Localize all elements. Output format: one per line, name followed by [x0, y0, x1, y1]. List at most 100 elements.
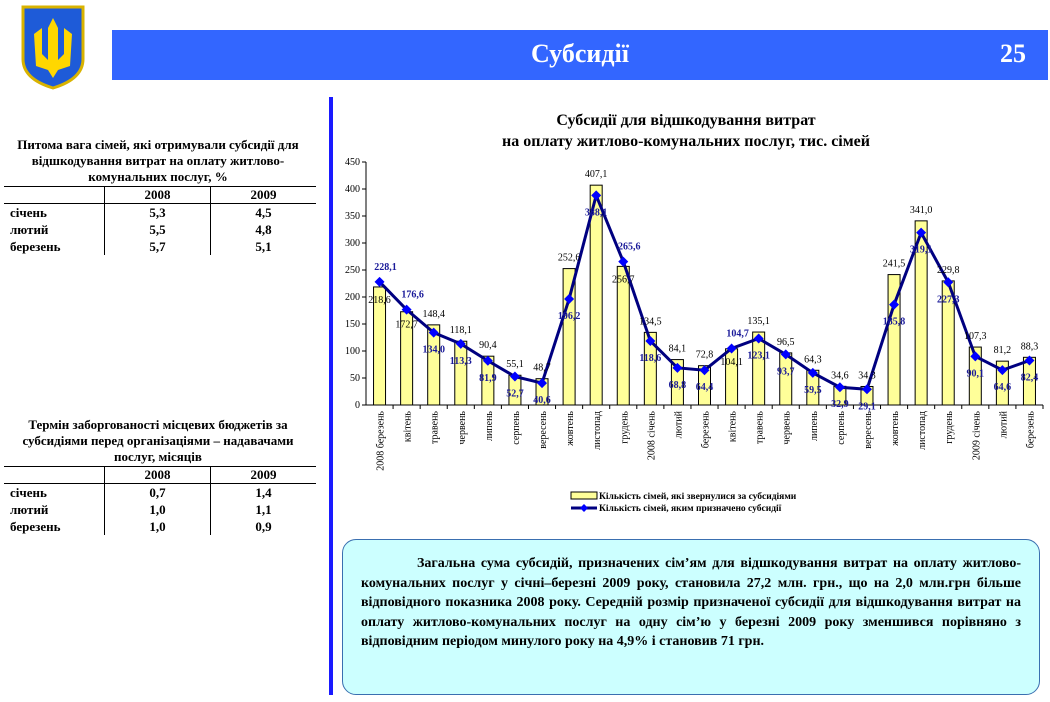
- cell-value: 4,8: [210, 221, 316, 238]
- x-tick-label: жовтень: [890, 411, 901, 447]
- line-marker: [455, 338, 466, 349]
- line-data-label: 185,8: [883, 317, 906, 328]
- line-marker: [618, 256, 629, 267]
- line-data-label: 90,1: [967, 368, 985, 379]
- cell-value: 4,5: [210, 203, 316, 221]
- y-tick-label: 50: [350, 373, 360, 384]
- bar-data-label: 172,7: [395, 320, 418, 331]
- bar: [454, 340, 468, 406]
- cell-value: 0,9: [210, 518, 316, 535]
- line-data-label: 93,7: [777, 366, 795, 377]
- row-label: лютий: [10, 501, 49, 517]
- line-marker: [726, 343, 737, 354]
- table-row: березень 1,0 0,9: [4, 518, 316, 535]
- line-data-label: 32,9: [831, 399, 849, 410]
- x-tick-label: травень: [755, 411, 766, 444]
- x-tick-label: червень: [782, 411, 793, 445]
- cell-value: 1,0: [104, 501, 211, 518]
- line-data-label: 228,1: [374, 262, 397, 273]
- bar-data-label: 34,6: [831, 370, 849, 381]
- line-marker: [807, 367, 818, 378]
- line-data-label: 265,6: [618, 242, 641, 253]
- x-tick-label: серпень: [836, 411, 847, 445]
- x-tick-label: 2008 березень: [376, 411, 387, 471]
- x-tick-label: вересень: [863, 411, 874, 449]
- bar-data-label: 55,1: [506, 359, 524, 370]
- col-header: 2009: [210, 186, 316, 204]
- bar-data-label: 107,3: [964, 331, 987, 342]
- legend-bar-swatch: [570, 491, 598, 500]
- bar: [562, 268, 576, 406]
- row-label: січень: [10, 484, 47, 500]
- bar-data-label: 341,0: [910, 205, 933, 216]
- bar-data-label: 34,3: [858, 370, 876, 381]
- line-data-label: 196,2: [558, 311, 581, 322]
- x-tick-label: травень: [430, 411, 441, 444]
- cell-value: 5,1: [210, 238, 316, 255]
- y-tick-label: 350: [345, 211, 360, 222]
- line-data-label: 134,0: [422, 345, 445, 356]
- row-label: березень: [10, 518, 61, 534]
- bar-data-label: 134,5: [639, 316, 662, 327]
- bar: [670, 359, 684, 406]
- bar-data-label: 118,1: [450, 325, 472, 336]
- row-label: січень: [10, 204, 47, 220]
- bar: [427, 324, 441, 406]
- bar-data-label: 407,1: [585, 169, 608, 180]
- bar-data-label: 229,8: [937, 265, 960, 276]
- table2-title: Термін заборгованості місцевих бюджетів …: [22, 417, 294, 464]
- line-marker: [537, 378, 548, 389]
- row-label: березень: [10, 238, 61, 254]
- x-tick-label: лютий: [998, 410, 1009, 438]
- bar: [914, 220, 928, 406]
- line-marker: [482, 355, 493, 366]
- line-data-label: 319,1: [910, 245, 933, 256]
- x-tick-label: червень: [457, 411, 468, 445]
- line-data-label: 123,1: [747, 351, 770, 362]
- bar: [887, 274, 901, 406]
- page-number: 25: [1000, 39, 1026, 68]
- table2: 2008 2009 січень 0,7 1,4 лютий 1,0 1,1 березень…: [4, 466, 316, 535]
- bar: [373, 286, 387, 406]
- line-marker: [428, 327, 439, 338]
- line-marker: [916, 227, 927, 238]
- page-title: Субсидії: [531, 39, 629, 68]
- line-marker: [564, 294, 575, 305]
- col-header: 2009: [210, 466, 316, 484]
- chart-title: Субсидії для відшкодування витрат: [556, 112, 815, 129]
- bar: [779, 352, 793, 406]
- line-marker: [834, 382, 845, 393]
- x-tick-label: квітень: [403, 411, 414, 443]
- bar-data-label: 88,3: [1021, 341, 1038, 352]
- bar-data-label: 104,1: [720, 357, 743, 368]
- table-row: січень 0,7 1,4: [4, 483, 316, 501]
- line-marker: [1024, 355, 1035, 366]
- bar-data-label: 148,4: [422, 309, 445, 320]
- cell-value: 1,1: [210, 501, 316, 518]
- table-row: березень 5,7 5,1: [4, 238, 316, 255]
- y-tick-label: 250: [345, 265, 360, 276]
- bar: [616, 265, 630, 406]
- bar-data-label: 72,8: [696, 350, 714, 361]
- table1: 2008 2009 січень 5,3 4,5 лютий 5,5 4,8 березень…: [4, 186, 316, 255]
- row-label: лютий: [10, 221, 49, 237]
- line-data-label: 29,1: [858, 401, 876, 412]
- line-marker: [374, 276, 385, 287]
- x-tick-label: листопад: [917, 411, 928, 450]
- line-marker: [591, 190, 602, 201]
- x-tick-label: березень: [701, 411, 712, 449]
- line-data-label: 113,3: [450, 356, 472, 367]
- y-tick-label: 100: [345, 346, 360, 357]
- line-data-label: 68,8: [669, 380, 687, 391]
- bar-data-label: 90,4: [479, 340, 497, 351]
- bar-data-label: 64,3: [804, 354, 822, 365]
- bar: [968, 346, 982, 406]
- x-tick-label: лютий: [673, 410, 684, 438]
- x-tick-label: 2009 січень: [971, 411, 982, 461]
- table-row: лютий 5,5 4,8: [4, 221, 316, 238]
- bar-data-label: 241,5: [883, 259, 906, 270]
- line-data-label: 104,7: [726, 328, 749, 339]
- line-marker: [861, 384, 872, 395]
- cell-value: 5,5: [104, 221, 211, 238]
- bar-data-label: 256,7: [612, 274, 635, 285]
